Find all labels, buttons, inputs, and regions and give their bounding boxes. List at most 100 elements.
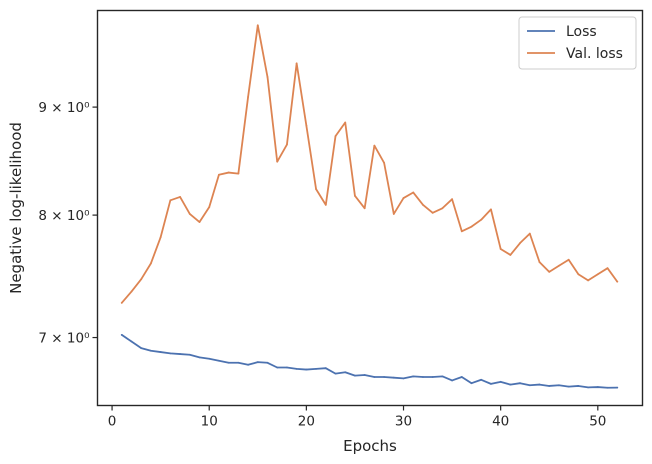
series-0-point	[548, 385, 551, 387]
x-tick-label: 40	[492, 414, 509, 430]
x-axis-label: Epochs	[343, 437, 397, 455]
series-0-point	[237, 361, 240, 364]
series-0-point	[538, 383, 541, 386]
series-0-point	[509, 383, 512, 386]
legend-label-1: Val. loss	[566, 46, 623, 62]
series-1-point	[344, 121, 347, 124]
series-1-point	[140, 278, 143, 281]
series-line-0	[120, 334, 619, 389]
series-0-point	[266, 361, 269, 364]
series-1-point	[276, 160, 279, 163]
series-0-point	[208, 357, 211, 360]
series-1-point	[490, 208, 492, 211]
y-tick-label: 7 × 10⁰	[38, 331, 89, 347]
series-1-point	[451, 198, 453, 201]
series-1-point	[392, 213, 395, 215]
x-tick-label: 50	[589, 414, 606, 430]
x-tick-label: 0	[108, 414, 117, 430]
series-0-point	[256, 361, 259, 364]
series-0-point	[499, 380, 502, 383]
y-axis-label: Negative log-likelihood	[7, 122, 25, 294]
series-1-point	[606, 267, 609, 270]
series-0-point	[558, 384, 560, 387]
x-axis: 0 10 20 30 40 50	[108, 405, 606, 430]
series-0-point	[188, 353, 191, 356]
series-1-point	[208, 206, 211, 209]
legend: Loss Val. loss	[518, 16, 637, 70]
series-1-point	[567, 258, 570, 261]
series-0-point	[490, 382, 492, 385]
series-1-point	[286, 143, 288, 146]
x-tick-label: 30	[395, 414, 412, 430]
series-layer	[120, 24, 619, 389]
series-0-point	[528, 384, 531, 387]
series-1-point	[558, 264, 560, 267]
series-1-point	[354, 194, 356, 197]
series-0-point	[324, 367, 327, 370]
series-0-point	[295, 367, 298, 370]
series-0-point	[431, 376, 434, 378]
series-0-point	[587, 386, 589, 389]
series-0-point	[140, 347, 143, 349]
series-1-point	[480, 218, 483, 221]
series-1-point	[295, 62, 298, 65]
series-1-point	[422, 203, 424, 206]
series-1-point	[402, 197, 405, 199]
series-1-point	[596, 273, 599, 276]
series-1-point	[519, 242, 521, 244]
series-0-point	[169, 352, 172, 355]
series-0-point	[354, 374, 356, 377]
series-0-point	[344, 371, 347, 374]
series-1-point	[198, 221, 201, 223]
series-0-point	[606, 386, 609, 389]
series-0-point	[519, 382, 521, 385]
series-0-point	[276, 366, 279, 369]
series-1-point	[218, 173, 220, 176]
series-0-point	[596, 386, 599, 388]
series-1-point	[324, 203, 327, 206]
series-1-point	[460, 230, 463, 233]
series-0-point	[441, 375, 444, 378]
series-1-point	[247, 96, 249, 98]
series-0-point	[334, 372, 337, 375]
series-1-point	[509, 254, 512, 256]
series-0-point	[218, 359, 220, 362]
series-1-point	[334, 135, 337, 137]
series-1-point	[130, 290, 133, 293]
y-tick-label: 9 × 10⁰	[38, 100, 89, 116]
series-0-point	[120, 334, 123, 336]
series-0-point	[150, 349, 152, 352]
series-1-point	[577, 273, 580, 276]
series-0-point	[373, 376, 376, 378]
series-1-point	[441, 207, 444, 210]
series-0-point	[227, 361, 230, 364]
series-1-point	[383, 161, 385, 164]
series-0-point	[567, 385, 570, 388]
series-1-point	[538, 261, 541, 264]
series-0-point	[198, 356, 201, 359]
series-0-point	[247, 363, 249, 366]
series-1-point	[266, 76, 269, 78]
series-1-point	[227, 171, 230, 174]
series-1-point	[159, 236, 162, 239]
series-0-point	[383, 376, 385, 378]
series-1-point	[150, 262, 152, 265]
series-0-point	[470, 382, 473, 385]
series-1-point	[179, 196, 181, 198]
x-tick-label: 10	[201, 414, 218, 430]
series-0-point	[460, 376, 463, 378]
x-tick-label: 20	[298, 414, 315, 430]
series-0-point	[480, 378, 483, 381]
series-1-point	[373, 144, 376, 147]
series-1-point	[528, 232, 531, 235]
y-tick-label: 8 × 10⁰	[38, 208, 89, 224]
series-1-point	[587, 279, 589, 282]
series-0-point	[179, 353, 181, 355]
series-0-point	[392, 376, 395, 379]
series-1-point	[548, 270, 551, 273]
series-1-point	[499, 248, 502, 250]
series-0-point	[159, 351, 162, 353]
series-line-1	[120, 24, 619, 304]
